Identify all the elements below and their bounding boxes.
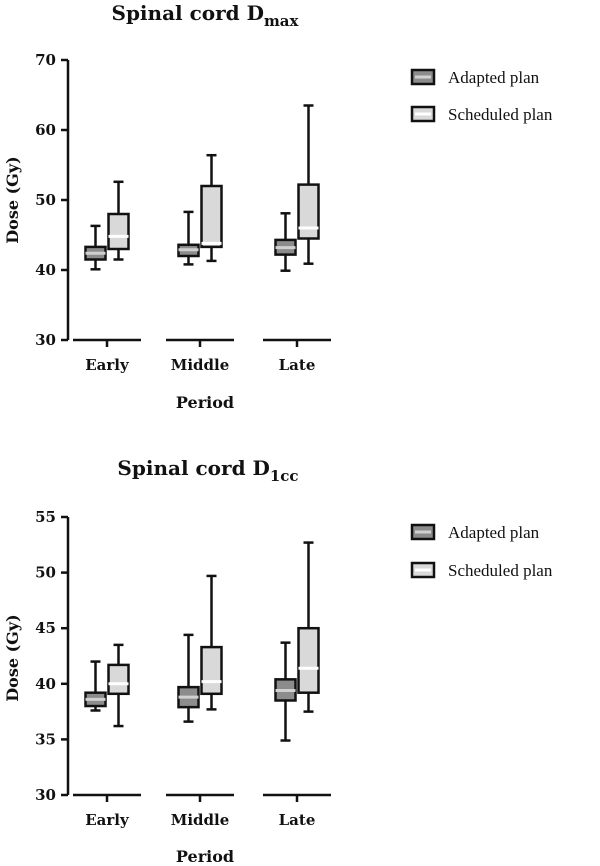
chart-1-plot-area: 30 40 50 60 70 Early Middle Late Adapted plan Sch… [35, 51, 553, 374]
chart-1-box-adapted-late [274, 212, 297, 272]
legend-label: Scheduled plan [448, 105, 553, 124]
chart-2-box-adapted-early [84, 660, 107, 712]
box-iqr [107, 663, 130, 696]
chart-2-ylabel: Dose (Gy) [3, 614, 22, 701]
box-iqr [297, 626, 320, 694]
chart-2-x-tick-label: Early [85, 811, 130, 829]
chart-1-x-tick-label: Early [85, 356, 130, 374]
chart-1-xlabel: Period [176, 393, 234, 412]
chart-1-legend-entry-scheduled: Scheduled plan [410, 105, 553, 124]
chart-1-x-tick-label: Late [279, 356, 316, 374]
chart-2-xlabel: Period [176, 847, 234, 866]
chart-1-legend-entry-adapted: Adapted plan [410, 68, 540, 87]
chart-2-x-tick-label: Late [279, 811, 316, 829]
legend-label: Adapted plan [448, 68, 540, 87]
chart-2-legend-entry-adapted: Adapted plan [410, 523, 540, 542]
chart-1-title: Spinal cord Dmax [112, 1, 300, 30]
chart-1-box-scheduled-late [297, 104, 320, 265]
chart-2-y-tick-label: 45 [35, 619, 56, 637]
box-iqr [200, 645, 223, 696]
chart-2-plot-area: 30 35 40 45 50 55 Early Middle Late Adapted plan S… [35, 508, 553, 829]
chart-2-box-adapted-late [274, 641, 297, 742]
chart-2-x-tick-label: Middle [171, 811, 230, 829]
legend-label: Adapted plan [448, 523, 540, 542]
box-iqr [107, 212, 130, 251]
chart-1-title-main: Spinal cord D [112, 1, 264, 25]
chart-1-box-scheduled-early [107, 180, 130, 261]
chart-1-title-sub: max [264, 12, 300, 30]
chart-2-box-scheduled-middle [200, 574, 223, 711]
chart-1-x-tick-label: Middle [171, 356, 230, 374]
chart-1-box-scheduled-middle [200, 153, 223, 263]
chart-2-y-tick-label: 30 [35, 786, 56, 804]
chart-1-y-tick-label: 60 [35, 121, 56, 139]
chart-2-title-sub: 1cc [270, 467, 299, 485]
chart-2-title: Spinal cord D1cc [117, 456, 298, 485]
chart-2-title-main: Spinal cord D [117, 456, 269, 480]
chart-1-ylabel: Dose (Gy) [3, 156, 22, 243]
chart-2-y-tick-label: 50 [35, 564, 56, 582]
chart-2-y-tick-label: 40 [35, 675, 56, 693]
legend-label: Scheduled plan [448, 561, 553, 580]
chart-1-y-tick-label: 30 [35, 331, 56, 349]
chart-1-y-tick-label: 50 [35, 191, 56, 209]
chart-1-box-adapted-early [84, 224, 107, 271]
chart-1-y-tick-label: 70 [35, 51, 56, 69]
chart-2-box-adapted-middle [177, 633, 200, 723]
box-iqr [200, 184, 223, 249]
chart-2-legend-entry-scheduled: Scheduled plan [410, 561, 553, 580]
chart-1-y-tick-label: 40 [35, 261, 56, 279]
chart-2-box-scheduled-late [297, 541, 320, 713]
box-iqr [297, 183, 320, 240]
chart-1-box-adapted-middle [177, 210, 200, 266]
chart-2-y-tick-label: 35 [35, 730, 56, 748]
chart-2-box-scheduled-early [107, 643, 130, 728]
chart-2-y-tick-label: 55 [35, 508, 56, 526]
